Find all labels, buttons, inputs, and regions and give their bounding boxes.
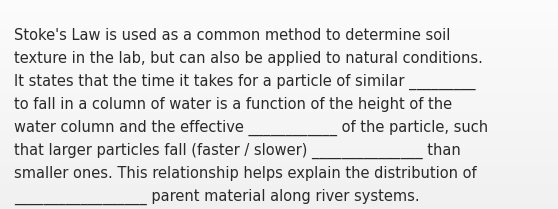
Text: __________________ parent material along river systems.: __________________ parent material along… <box>14 189 420 205</box>
Text: smaller ones. This relationship helps explain the distribution of: smaller ones. This relationship helps ex… <box>14 166 477 181</box>
Text: to fall in a column of water is a function of the height of the: to fall in a column of water is a functi… <box>14 97 452 112</box>
Text: water column and the effective ____________ of the particle, such: water column and the effective _________… <box>14 120 488 136</box>
Text: texture in the lab, but can also be applied to natural conditions.: texture in the lab, but can also be appl… <box>14 51 483 66</box>
Text: that larger particles fall (faster / slower) _______________ than: that larger particles fall (faster / slo… <box>14 143 461 159</box>
Text: Stoke's Law is used as a common method to determine soil: Stoke's Law is used as a common method t… <box>14 28 450 43</box>
Text: It states that the time it takes for a particle of similar _________: It states that the time it takes for a p… <box>14 74 475 90</box>
